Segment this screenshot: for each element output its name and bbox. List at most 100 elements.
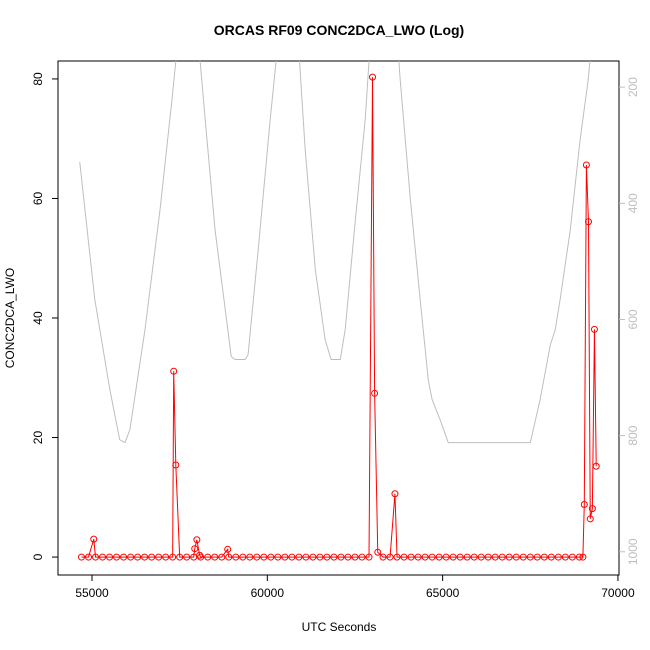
- data-point: [224, 545, 232, 553]
- data-point: [309, 553, 317, 561]
- y-tick-label: 40: [31, 311, 45, 325]
- data-point: [582, 161, 590, 169]
- y2-tick-label: 200: [626, 77, 640, 97]
- data-point: [554, 553, 562, 561]
- y2-tick-label: 800: [626, 425, 640, 445]
- data-point: [155, 553, 163, 561]
- data-point: [127, 553, 135, 561]
- data-point: [498, 553, 506, 561]
- series-line: [79, 61, 591, 444]
- data-point: [113, 553, 121, 561]
- data-point: [580, 500, 588, 508]
- data-point: [391, 490, 399, 498]
- data-point: [526, 553, 534, 561]
- data-point: [568, 553, 576, 561]
- data-point: [579, 553, 587, 561]
- data-point: [365, 553, 373, 561]
- chart-title: ORCAS RF09 CONC2DCA_LWO (Log): [214, 22, 464, 38]
- data-point: [162, 553, 170, 561]
- data-point: [225, 553, 233, 561]
- data-point: [400, 553, 408, 561]
- data-point: [239, 553, 247, 561]
- data-point: [575, 553, 583, 561]
- data-point: [288, 553, 296, 561]
- data-point: [267, 553, 275, 561]
- data-point: [442, 553, 450, 561]
- data-point: [512, 553, 520, 561]
- data-point: [337, 553, 345, 561]
- data-point: [120, 553, 128, 561]
- data-point: [379, 553, 387, 561]
- y-axis-label: CONC2DCA_LWO: [3, 268, 17, 368]
- data-point: [428, 553, 436, 561]
- data-point: [491, 553, 499, 561]
- data-point: [407, 553, 415, 561]
- data-point: [519, 553, 527, 561]
- y-tick-label: 60: [31, 191, 45, 205]
- data-point: [435, 553, 443, 561]
- data-point: [169, 553, 177, 561]
- data-point: [274, 553, 282, 561]
- data-point: [590, 325, 598, 333]
- data-point: [253, 553, 261, 561]
- data-point: [204, 553, 212, 561]
- data-point: [323, 553, 331, 561]
- data-point: [344, 553, 352, 561]
- x-tick-label: 55000: [75, 586, 109, 600]
- data-point: [232, 553, 240, 561]
- data-point: [134, 553, 142, 561]
- data-point: [302, 553, 310, 561]
- data-point: [561, 553, 569, 561]
- data-point: [90, 535, 98, 543]
- plot-area: [77, 61, 600, 561]
- data-point: [295, 553, 303, 561]
- data-point: [218, 553, 226, 561]
- data-point: [246, 553, 254, 561]
- data-point: [374, 548, 382, 556]
- data-point: [176, 553, 184, 561]
- data-point: [540, 553, 548, 561]
- data-point: [470, 553, 478, 561]
- data-point: [170, 367, 178, 375]
- data-point: [358, 553, 366, 561]
- data-point: [584, 218, 592, 226]
- data-point: [371, 389, 379, 397]
- data-point: [393, 553, 401, 561]
- data-point: [505, 553, 513, 561]
- data-point: [141, 553, 149, 561]
- data-point: [351, 553, 359, 561]
- data-point: [421, 553, 429, 561]
- data-point: [193, 536, 201, 544]
- series-line: [81, 77, 597, 558]
- data-point: [463, 553, 471, 561]
- data-point: [172, 461, 180, 469]
- data-point: [386, 553, 394, 561]
- data-point: [484, 553, 492, 561]
- y2-tick-label: 1000: [626, 538, 640, 565]
- data-point: [588, 505, 596, 513]
- data-point: [260, 553, 268, 561]
- data-point: [533, 553, 541, 561]
- data-point: [414, 553, 422, 561]
- data-point: [196, 551, 204, 559]
- data-point: [148, 553, 156, 561]
- data-point: [77, 553, 85, 561]
- data-point: [281, 553, 289, 561]
- x-tick-label: 65000: [426, 586, 460, 600]
- y2-tick-label: 600: [626, 309, 640, 329]
- x-axis-label: UTC Seconds: [302, 620, 377, 634]
- data-point: [191, 545, 199, 553]
- data-point: [106, 553, 114, 561]
- data-point: [369, 73, 377, 81]
- y-tick-label: 80: [31, 72, 45, 86]
- data-point: [547, 553, 555, 561]
- data-point: [211, 553, 219, 561]
- data-point: [99, 553, 107, 561]
- data-point: [456, 553, 464, 561]
- data-point: [477, 553, 485, 561]
- data-point: [586, 515, 594, 523]
- x-tick-label: 60000: [251, 586, 285, 600]
- y2-tick-label: 400: [626, 193, 640, 213]
